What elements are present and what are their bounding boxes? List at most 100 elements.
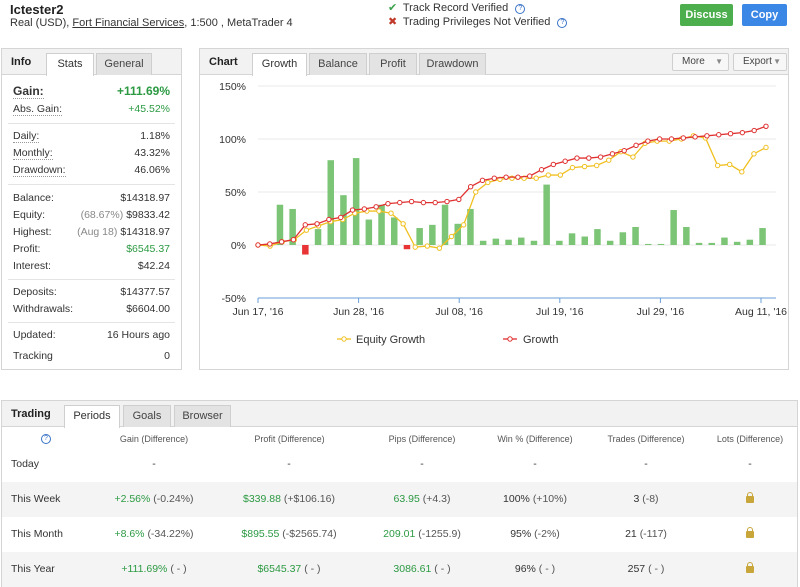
trades-difference: (-117) xyxy=(639,528,667,540)
broker-link[interactable]: Fort Financial Services xyxy=(72,17,185,29)
legend-equity-marker xyxy=(341,336,347,342)
lock-icon[interactable] xyxy=(746,527,754,538)
trading-panel: Trading Periods Goals Browser ? Gain (Di… xyxy=(1,400,798,587)
profit-bar xyxy=(352,158,360,245)
drawdown-label: Drawdown: xyxy=(13,164,66,177)
equity-row: Equity: (68.67%) $9833.42 xyxy=(13,209,170,221)
profit-bar xyxy=(594,229,601,245)
discuss-button[interactable]: Discuss xyxy=(680,4,733,26)
drawdown-value: 46.06% xyxy=(134,164,170,176)
tab-balance[interactable]: Balance xyxy=(309,53,367,75)
trades-difference: (-8) xyxy=(642,493,659,505)
x-tick-label: Jul 19, '16 xyxy=(536,306,584,318)
x-tick-label: Jul 08, '16 xyxy=(435,306,483,318)
account-subtitle: Real (USD), Fort Financial Services, 1:5… xyxy=(10,17,293,29)
equity-growth-point xyxy=(436,245,443,251)
tab-general[interactable]: General xyxy=(96,53,152,75)
help-icon[interactable]: ? xyxy=(41,434,51,444)
profit-bar xyxy=(365,219,373,245)
gain-cell: +111.69% ( - ) xyxy=(74,552,234,587)
equity-value: $9833.42 xyxy=(126,209,170,221)
monthly-row: Monthly: 43.32% xyxy=(13,147,170,160)
abs-gain-row: Abs. Gain: +45.52% xyxy=(13,103,170,116)
help-icon[interactable]: ? xyxy=(515,4,526,14)
win-cell: 96% ( - ) xyxy=(455,552,615,587)
growth-point xyxy=(302,222,308,228)
trades-value: 3 xyxy=(633,493,640,505)
tab-periods[interactable]: Periods xyxy=(64,405,120,428)
profit-bar xyxy=(619,232,627,245)
check-icon: ✔ xyxy=(388,2,398,14)
growth-point xyxy=(538,167,545,173)
help-icon[interactable]: ? xyxy=(557,18,568,28)
more-dropdown[interactable]: More ▼ xyxy=(672,53,729,71)
tab-goals[interactable]: Goals xyxy=(123,405,171,427)
equity-growth-point xyxy=(424,243,431,249)
pips-difference: (+4.3) xyxy=(422,493,451,505)
growth-point xyxy=(704,133,710,139)
tab-browser[interactable]: Browser xyxy=(174,405,231,427)
table-row: This Week +2.56% (-0.24%) $339.88 (+$106.1… xyxy=(2,482,797,517)
gain-cell: +8.6% (-34.22%) xyxy=(74,517,234,552)
lock-icon[interactable] xyxy=(746,492,754,503)
y-tick-label: 0% xyxy=(231,240,246,252)
balance-label: Balance: xyxy=(13,192,54,204)
tab-profit[interactable]: Profit xyxy=(369,53,417,75)
divider xyxy=(8,184,175,185)
profit-cell: - xyxy=(209,447,369,482)
profit-value: $895.55 xyxy=(241,528,280,540)
tab-stats[interactable]: Stats xyxy=(46,53,94,76)
period-label: This Week xyxy=(11,493,61,505)
growth-point xyxy=(255,242,261,248)
profit-bar xyxy=(378,204,385,245)
growth-point xyxy=(716,132,722,138)
profit-value: - xyxy=(287,458,291,470)
growth-point xyxy=(361,206,368,212)
growth-point xyxy=(763,123,769,129)
growth-point xyxy=(586,155,592,161)
y-tick-label: 50% xyxy=(225,187,246,199)
equity-growth-point xyxy=(727,161,733,168)
table-row: Today - - - - - - xyxy=(2,447,797,482)
balance-value: $14318.97 xyxy=(120,192,170,204)
growth-point xyxy=(432,199,438,206)
growth-point xyxy=(326,216,332,223)
profit-bar xyxy=(746,239,754,245)
periods-help[interactable]: ? xyxy=(41,432,51,444)
period-label: This Year xyxy=(11,563,55,575)
profit-bar xyxy=(327,160,334,245)
growth-point xyxy=(527,173,533,179)
export-dropdown[interactable]: Export ▼ xyxy=(733,53,787,71)
trades-value: 21 xyxy=(625,528,637,540)
growth-point xyxy=(479,177,486,184)
growth-point xyxy=(656,136,663,142)
divider xyxy=(8,279,175,280)
interest-value: $42.24 xyxy=(137,260,170,272)
growth-point xyxy=(550,161,557,168)
lock-icon[interactable] xyxy=(746,562,754,573)
growth-point xyxy=(337,214,344,221)
growth-point xyxy=(692,134,698,140)
track-record-status: ✔ Track Record Verified ? xyxy=(388,1,526,14)
growth-point xyxy=(645,138,651,144)
deposits-label: Deposits: xyxy=(13,286,57,298)
more-label: More xyxy=(682,56,705,67)
profit-value: $339.88 xyxy=(243,493,281,505)
profit-bar xyxy=(454,223,461,245)
equity-growth-point xyxy=(739,169,745,175)
pips-cell: - xyxy=(342,447,502,482)
growth-point xyxy=(456,196,462,203)
tab-drawdown[interactable]: Drawdown xyxy=(419,53,486,75)
equity-growth-point xyxy=(388,210,394,216)
pips-value: 3086.61 xyxy=(393,563,432,575)
equity-growth-point xyxy=(714,162,721,169)
gain-value: +111.69% xyxy=(116,84,170,98)
growth-point xyxy=(503,174,509,180)
y-tick-label: 100% xyxy=(219,134,246,146)
copy-button[interactable]: Copy xyxy=(742,4,787,26)
profit-cell: $339.88 (+$106.16) xyxy=(209,482,369,517)
tab-growth[interactable]: Growth xyxy=(252,53,307,76)
track-record-label: Track Record Verified xyxy=(402,2,509,14)
profit-bar xyxy=(632,226,639,245)
chart-tabbar: Chart Growth Balance Profit Drawdown Mor… xyxy=(200,49,788,76)
